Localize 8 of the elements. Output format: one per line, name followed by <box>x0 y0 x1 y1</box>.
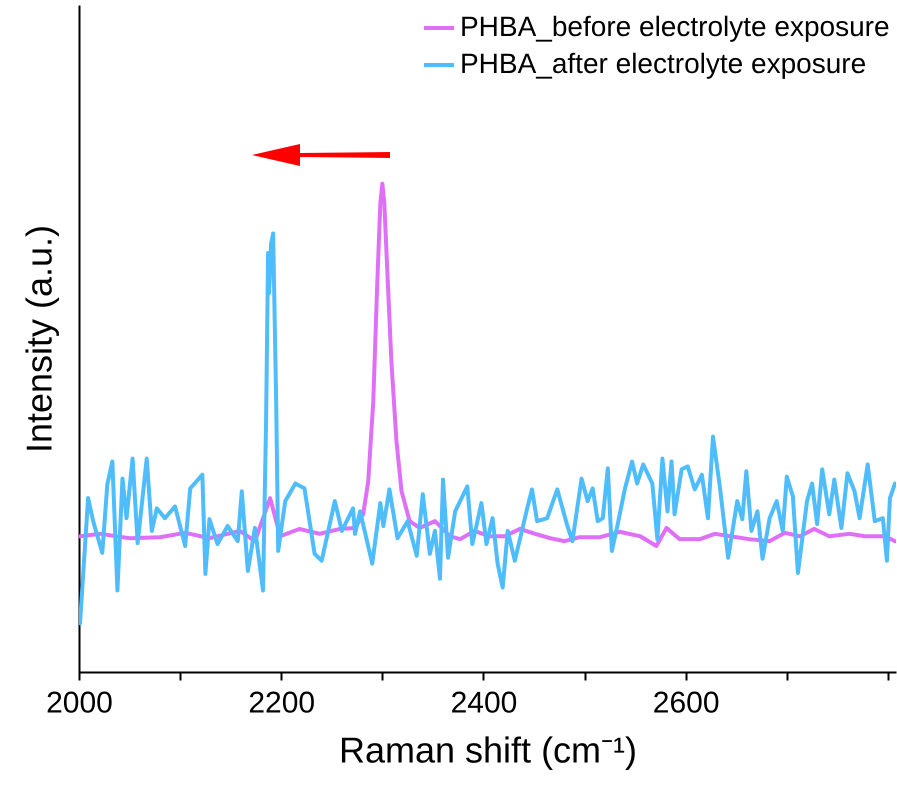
x-axis-title: Raman shift (cm⁻¹) <box>338 730 638 770</box>
x-tick-label: 2400 <box>450 686 518 720</box>
x-tick-label: 2200 <box>248 686 316 720</box>
legend-label: PHBA_after electrolyte exposure <box>460 48 866 79</box>
x-tick-label: 2600 <box>652 686 720 720</box>
x-tick-label: 2000 <box>46 686 113 720</box>
legend-label: PHBA_before electrolyte exposure <box>460 11 890 42</box>
y-axis-title: Intensity (a.u.) <box>18 224 60 454</box>
